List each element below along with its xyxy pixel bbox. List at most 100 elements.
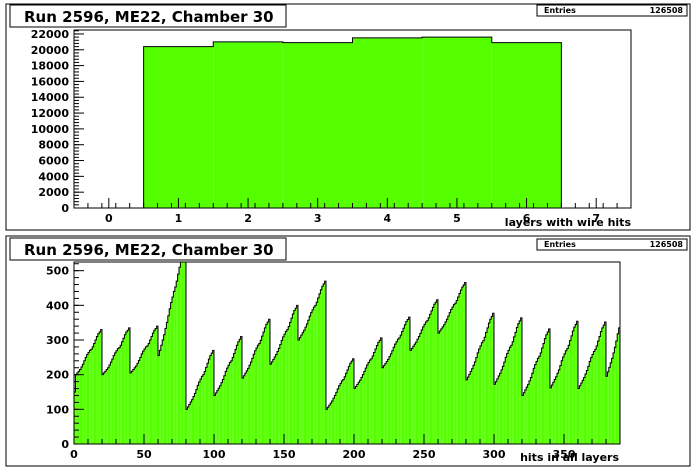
histogram-bar	[349, 363, 352, 444]
histogram-bar	[564, 353, 566, 444]
histogram-bar	[95, 340, 97, 444]
histogram-outline	[143, 36, 562, 208]
y-tick-label: 20000	[31, 44, 70, 57]
histogram-bar	[368, 362, 370, 444]
histogram-bar	[103, 372, 105, 444]
histogram-bar	[422, 37, 492, 209]
chart-hits-in-all-layers: 0 100 200 300 400 500 0 50 100 150 200 250 300 350 h…	[5, 235, 691, 467]
y-tick-label: 100	[46, 403, 69, 416]
histogram-bar	[470, 371, 472, 444]
histogram-bar	[288, 326, 290, 444]
histogram-bar	[143, 46, 214, 208]
histogram-bar	[419, 333, 422, 444]
histogram-bar	[208, 359, 210, 444]
histogram-bar	[228, 365, 230, 444]
histogram-bar	[344, 376, 346, 444]
histogram-bar	[512, 341, 514, 444]
histogram-bar	[113, 355, 115, 444]
histogram-bar	[342, 379, 345, 444]
stats-box	[536, 238, 688, 251]
histogram-bar	[471, 368, 473, 444]
histogram-bar	[240, 336, 242, 444]
histogram-bar	[429, 314, 431, 444]
x-tick-label: 6	[523, 212, 531, 225]
x-axis-title: hits in all layers	[520, 451, 619, 464]
histogram-bar	[331, 401, 333, 444]
histogram-bar	[355, 386, 357, 444]
histogram-bar	[599, 336, 601, 444]
histogram-bar	[117, 348, 119, 444]
histogram-bar	[321, 286, 324, 444]
histogram-bar	[337, 388, 339, 444]
histogram-bar	[274, 356, 276, 444]
histogram-bar	[162, 340, 164, 444]
histogram-bar	[463, 284, 465, 444]
histogram-bar	[524, 389, 527, 444]
histogram-bar	[242, 378, 244, 444]
histogram-bar	[457, 297, 459, 444]
histogram-bar	[503, 362, 506, 444]
histogram-bar	[264, 327, 266, 444]
histogram-bar	[593, 351, 595, 444]
histogram-bar	[498, 376, 500, 444]
histogram-bar	[405, 321, 408, 444]
histogram-bar	[213, 41, 283, 208]
histogram-bar	[606, 376, 608, 444]
histogram-bar	[293, 310, 296, 444]
histogram-bar	[226, 368, 228, 444]
histogram-bar	[520, 317, 522, 444]
histogram-bar	[351, 361, 353, 444]
histogram-bar	[278, 348, 280, 444]
histogram-bar	[484, 337, 486, 444]
stats-entries-label: Entries	[544, 6, 576, 15]
histogram-bar	[176, 281, 178, 444]
title-box	[9, 4, 287, 28]
histogram-bar	[160, 345, 163, 444]
histogram-bar	[307, 320, 310, 444]
histogram-bar	[508, 350, 510, 444]
histogram-outline	[73, 261, 621, 444]
histogram-bar	[93, 343, 95, 444]
histogram-bar	[393, 347, 395, 444]
histogram-bar	[204, 371, 206, 444]
histogram-bar	[167, 315, 170, 444]
x-tick-label: 300	[483, 448, 506, 461]
histogram-bar	[475, 357, 478, 444]
histogram-bar	[537, 358, 539, 444]
histogram-bar	[151, 336, 153, 444]
histogram-bar	[618, 327, 620, 444]
histogram-bar	[502, 366, 504, 444]
y-tick-label: 200	[46, 369, 69, 382]
histogram-bar	[76, 372, 79, 444]
histogram-bar	[488, 323, 490, 444]
histogram-bar	[159, 350, 161, 444]
histogram-bar	[513, 336, 515, 444]
histogram-bar	[260, 340, 262, 444]
histogram-bar	[144, 349, 146, 444]
histogram-bar	[120, 345, 122, 444]
histogram-bar	[411, 348, 413, 444]
histogram-bar	[254, 350, 256, 444]
histogram-bar	[390, 353, 392, 444]
histogram-bar	[261, 336, 263, 444]
histogram-bar	[200, 379, 202, 444]
histogram-bar	[324, 281, 326, 444]
histogram-bar	[547, 332, 549, 444]
histogram-bar	[548, 328, 550, 444]
histogram-bar	[544, 338, 546, 444]
histogram-bar	[478, 349, 480, 444]
histogram-bar	[516, 327, 518, 444]
x-tick-label: 5	[453, 212, 461, 225]
histogram-bar	[263, 332, 265, 444]
histogram-bar	[201, 376, 203, 444]
histogram-bar	[382, 367, 384, 444]
histogram-bar	[335, 392, 338, 444]
histogram-bar	[90, 349, 93, 444]
histogram-bar	[271, 361, 273, 444]
histogram-bar	[482, 340, 485, 444]
x-tick-label: 350	[553, 448, 576, 461]
histogram-bar	[613, 352, 615, 444]
histogram-bar	[272, 359, 275, 444]
histogram-bar	[170, 302, 172, 444]
histogram-bar	[79, 369, 81, 444]
